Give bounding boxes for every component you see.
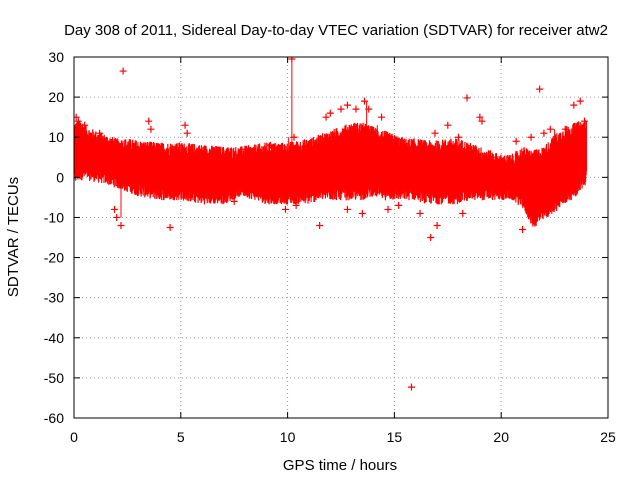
x-tick-label: 5 bbox=[177, 429, 185, 445]
y-tick-label: -10 bbox=[44, 209, 64, 225]
y-tick-label: -60 bbox=[44, 410, 64, 426]
data-point bbox=[183, 129, 191, 137]
data-point bbox=[463, 94, 471, 102]
y-tick-label: -20 bbox=[44, 250, 64, 266]
x-tick-label: 0 bbox=[70, 429, 78, 445]
data-point bbox=[365, 105, 373, 113]
data-point bbox=[181, 121, 189, 129]
x-tick-label: 25 bbox=[600, 429, 616, 445]
plot-frame bbox=[73, 56, 609, 419]
data-point bbox=[166, 223, 174, 231]
y-tick-label: -30 bbox=[44, 290, 64, 306]
x-tick-label: 15 bbox=[387, 429, 403, 445]
data-point bbox=[111, 205, 119, 213]
y-tick-label: 30 bbox=[48, 49, 64, 65]
data-point bbox=[337, 105, 345, 113]
y-tick-label: -50 bbox=[44, 370, 64, 386]
data-point bbox=[74, 117, 82, 125]
data-point bbox=[512, 137, 520, 145]
chart-title: Day 308 of 2011, Sidereal Day-to-day VTE… bbox=[64, 22, 608, 39]
data-point bbox=[288, 57, 296, 63]
data-point bbox=[459, 209, 467, 217]
data-point bbox=[316, 221, 324, 229]
y-tick-label: 20 bbox=[48, 89, 64, 105]
data-point bbox=[241, 145, 249, 153]
data-point bbox=[145, 117, 153, 125]
data-point bbox=[395, 201, 403, 209]
data-point bbox=[489, 153, 497, 161]
grid bbox=[74, 57, 608, 418]
data-point bbox=[326, 109, 334, 117]
data-point bbox=[113, 213, 121, 221]
data-point bbox=[119, 67, 127, 75]
data-point bbox=[431, 129, 439, 137]
data-point bbox=[281, 205, 289, 213]
data-point bbox=[433, 221, 441, 229]
data-point bbox=[407, 383, 415, 391]
data-point bbox=[497, 189, 505, 197]
data-point bbox=[352, 105, 360, 113]
data-point bbox=[267, 141, 275, 149]
data-point bbox=[358, 209, 366, 217]
data-point bbox=[478, 117, 486, 125]
data-point bbox=[519, 225, 527, 233]
data-layer bbox=[74, 57, 589, 391]
data-point bbox=[576, 97, 584, 105]
data-point bbox=[117, 221, 125, 229]
data-point bbox=[416, 209, 424, 217]
y-tick-label: 10 bbox=[48, 129, 64, 145]
data-point bbox=[546, 125, 554, 133]
data-point bbox=[476, 113, 484, 121]
data-point bbox=[198, 149, 206, 157]
data-point bbox=[444, 121, 452, 129]
data-point bbox=[427, 234, 435, 241]
data-point bbox=[96, 129, 104, 137]
y-axis-label: SDTVAR / TECUs bbox=[5, 177, 22, 297]
data-point bbox=[378, 113, 386, 121]
data-point bbox=[81, 121, 89, 129]
data-point bbox=[322, 113, 330, 121]
data-point bbox=[360, 97, 368, 105]
data-point bbox=[536, 85, 544, 93]
data-point bbox=[74, 113, 80, 121]
data-point bbox=[290, 133, 298, 141]
data-point bbox=[581, 117, 589, 125]
data-point bbox=[561, 125, 569, 133]
x-tick-label: 10 bbox=[280, 429, 296, 445]
data-point bbox=[527, 133, 535, 141]
data-point bbox=[454, 133, 462, 141]
data-point bbox=[384, 205, 392, 213]
data-point bbox=[343, 101, 351, 109]
tick-layer: 0 5 10 15 20 25 -60 -50 -40 -30 -20 -10 0 10 20 30 bbox=[44, 49, 616, 445]
x-tick-label: 20 bbox=[493, 429, 509, 445]
y-tick-label: 0 bbox=[56, 169, 64, 185]
data-point bbox=[570, 101, 578, 109]
x-axis-label: GPS time / hours bbox=[283, 457, 397, 474]
data-point bbox=[343, 205, 351, 213]
data-point bbox=[230, 197, 238, 205]
data-point bbox=[292, 201, 300, 209]
data-point bbox=[147, 125, 155, 133]
data-point bbox=[540, 129, 548, 137]
y-tick-label: -40 bbox=[44, 330, 64, 346]
